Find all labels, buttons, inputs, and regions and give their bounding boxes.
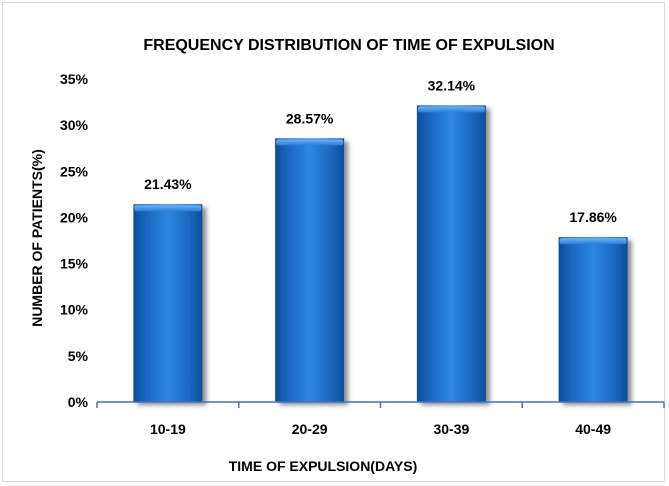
- bar-bevel: [417, 106, 485, 113]
- data-labels: 21.43% 28.57% 32.14% 17.86%: [144, 77, 617, 225]
- data-label: 32.14%: [428, 77, 476, 93]
- y-tick-label: 35%: [60, 71, 89, 87]
- y-tick-label: 0%: [68, 394, 89, 410]
- data-label: 21.43%: [144, 176, 192, 192]
- bar-bevel: [134, 205, 202, 212]
- bar-bevel: [559, 238, 627, 245]
- bar-body: [133, 204, 203, 402]
- x-axis: [96, 401, 665, 408]
- y-tick-label: 30%: [60, 117, 89, 133]
- y-axis-label: NUMBER OF PATIENTS(%): [29, 149, 45, 327]
- x-axis-label: TIME OF EXPULSION(DAYS): [229, 458, 418, 474]
- bar: [558, 237, 628, 402]
- y-tick-label: 20%: [60, 209, 89, 225]
- bar-body: [416, 105, 486, 403]
- bar-body: [275, 138, 345, 402]
- x-axis-ticks: 10-19 20-29 30-39 40-49: [150, 421, 611, 437]
- x-tick-label: 30-39: [433, 421, 469, 437]
- y-tick-label: 10%: [60, 302, 89, 318]
- y-tick-label: 25%: [60, 163, 89, 179]
- y-axis-ticks: 0% 5% 10% 15% 20% 25% 30% 35%: [60, 71, 89, 410]
- bar-body: [558, 237, 628, 402]
- data-label: 28.57%: [286, 110, 334, 126]
- chart-title: FREQUENCY DISTRIBUTION OF TIME OF EXPULS…: [143, 37, 554, 54]
- bar: [416, 105, 486, 403]
- y-tick-label: 15%: [60, 256, 89, 272]
- x-tick-label: 20-29: [292, 421, 328, 437]
- bars: [133, 105, 628, 403]
- data-label: 17.86%: [569, 209, 617, 225]
- bar: [275, 138, 345, 402]
- y-tick-label: 5%: [68, 348, 89, 364]
- bar-bevel: [276, 139, 344, 146]
- x-tick-label: 10-19: [150, 421, 186, 437]
- x-tick-label: 40-49: [575, 421, 611, 437]
- bar: [133, 204, 203, 402]
